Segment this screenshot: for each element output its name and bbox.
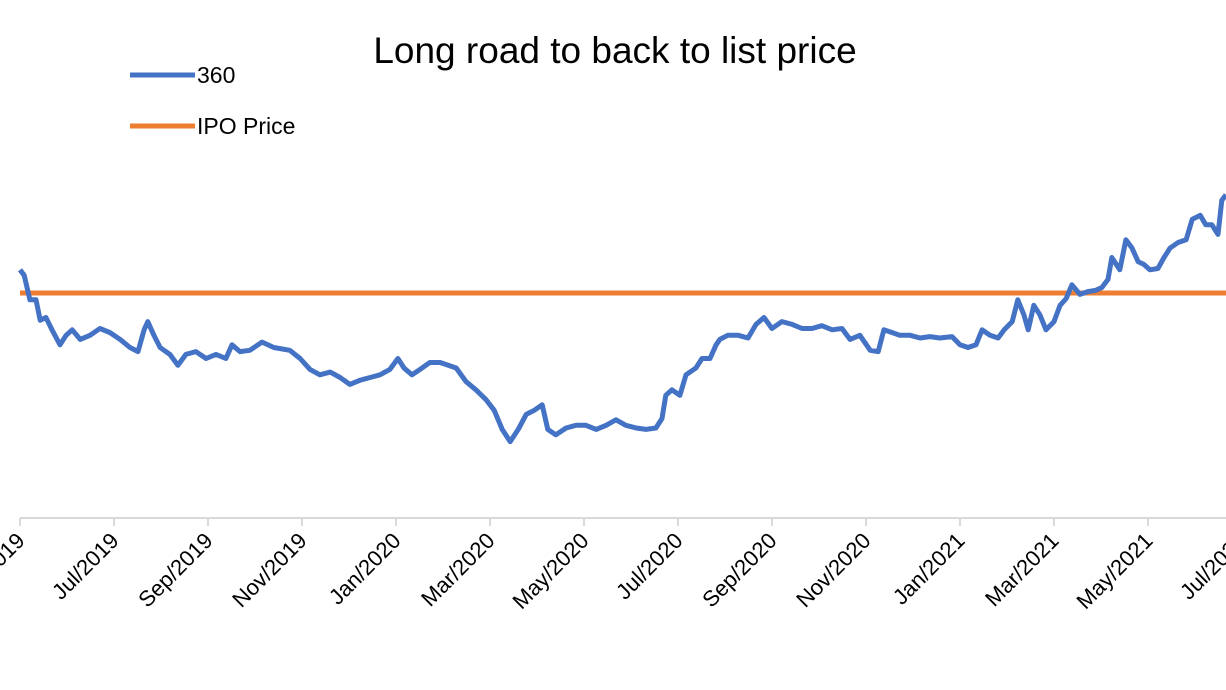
- line-series: [18, 193, 1226, 445]
- x-tick-label: Jul/2020: [611, 528, 688, 605]
- legend-label: IPO Price: [197, 113, 295, 139]
- x-tick-label: Jan/2021: [888, 528, 970, 610]
- x-tick-label: Nov/2020: [791, 528, 875, 612]
- x-tick-label: Nov/2019: [227, 528, 311, 612]
- x-tick-label: May/2019: [0, 528, 30, 614]
- x-tick-label: Jul/2019: [47, 528, 124, 605]
- x-tick-label: Jan/2020: [324, 528, 406, 610]
- x-tick-label: Mar/2021: [980, 528, 1063, 611]
- x-tick-label: Sep/2019: [133, 528, 217, 612]
- x-tick-label: May/2020: [508, 528, 594, 614]
- x-tick-label: Mar/2020: [416, 528, 499, 611]
- chart-title: Long road to back to list price: [373, 30, 856, 71]
- legend-label: 360: [197, 62, 235, 88]
- x-tick-label: Sep/2020: [697, 528, 781, 612]
- x-tick-label: May/2021: [1072, 528, 1158, 614]
- x-tick-label: Jul/2021: [1175, 528, 1226, 605]
